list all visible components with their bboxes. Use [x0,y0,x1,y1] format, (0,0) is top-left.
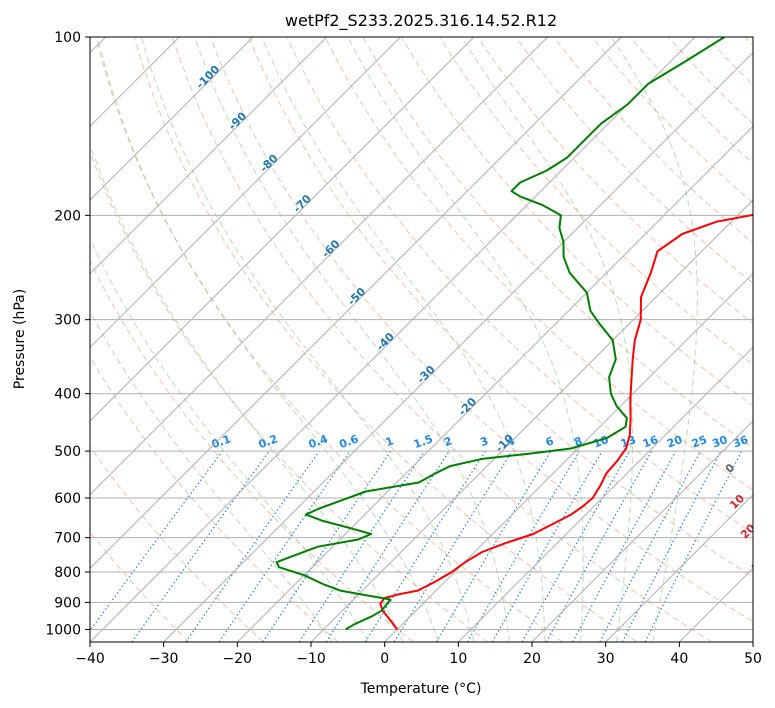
mixing-ratio-label: 0.6 [338,432,361,451]
moist-adiabat-line [347,37,584,642]
moist-adiabat-label: 30 [749,554,769,574]
mixing-ratio-line [185,450,320,642]
mixing-ratio-line [90,450,223,632]
chart-title: wetPf2_S233.2025.316.14.52.R12 [285,11,557,31]
mixing-ratio-label: 0.2 [257,432,280,451]
dry-adiabat-line [133,37,638,642]
dewpoint-profile-line [275,37,726,631]
mixing-ratio-label: 30 [710,433,729,451]
isotherm-line [90,37,401,349]
moist-adiabat-line [194,37,510,642]
mixing-ratio-label: 0.4 [307,432,330,451]
y-tick-label: 400 [54,387,81,403]
y-axis-ticks: 1000 900 800 700 600 500 400 300 200 100 [45,30,90,638]
x-tick-label: −10 [296,651,326,667]
isotherm-line [310,199,753,642]
x-tick-label: 40 [670,651,688,667]
x-tick-label: 20 [523,651,541,667]
y-tick-label: 600 [54,491,81,507]
mixing-ratio-line [262,450,392,642]
dry-adiabat-line [90,259,414,642]
x-tick-label: 10 [449,651,467,667]
isotherm-line [163,51,753,642]
x-axis-label: Temperature (°C) [360,681,482,697]
mixing-ratio-line [218,450,351,642]
y-tick-label: 500 [54,444,81,460]
x-tick-label: −40 [75,651,105,667]
y-axis-label: Pressure (hPa) [12,289,28,389]
mixing-ratio-label: 3 [478,434,490,449]
mixing-ratio-label: 8 [572,434,584,449]
y-tick-label: 900 [54,595,81,611]
isotherm-line [384,272,753,642]
isotherm-line [605,493,753,642]
x-axis-ticks: −40 −30 −20 −10 0 10 20 30 40 50 [75,642,762,667]
mixing-ratio-label: 6 [544,434,556,449]
isotherm-line [90,37,696,642]
isotherm-line [90,37,549,496]
mixing-ratio-label: 1.5 [412,432,435,451]
y-tick-label: 1000 [45,622,81,638]
moist-adiabat-line [90,236,369,642]
temperature-profile-line [379,213,753,631]
mixing-ratio-label: 25 [690,433,709,450]
mixing-ratio-line [521,450,631,642]
mixing-ratio-label: 2 [442,434,454,449]
moist-adiabat-line [90,310,333,642]
isotherm-line [90,37,622,570]
x-tick-label: −20 [223,651,253,667]
plot-frame [89,36,754,643]
moist-adiabat-line [610,37,698,642]
y-tick-label: 200 [54,208,81,224]
x-tick-label: 50 [744,651,762,667]
y-tick-label: 100 [54,30,81,46]
dry-adiabat-line [248,37,753,578]
mixing-ratio-line [644,450,743,642]
isotherm-line [90,37,475,422]
dry-adiabat-line [324,37,753,491]
profiles [275,37,753,631]
mixing-ratio-line [393,450,513,642]
dry-adiabats [90,37,753,642]
y-tick-label: 700 [54,531,81,547]
isotherm-line [90,37,254,201]
x-tick-label: 30 [597,651,615,667]
mixing-ratio-label: 1 [384,434,396,449]
y-tick-label: 300 [54,313,81,329]
mixing-ratio-line [325,450,450,642]
mixing-ratio-label: 0.1 [210,432,233,451]
mixing-ratio-line [131,450,270,642]
moist-adiabat-line [261,37,546,642]
mixing-ratio-line [572,450,677,642]
dry-adiabat-line [210,37,753,623]
moist-adiabat-line [90,142,404,642]
dry-adiabat-line [171,37,712,642]
isotherm-line [90,37,328,275]
moist-adiabats [90,37,698,642]
moist-adiabat-line [140,37,475,642]
x-tick-label: −30 [149,651,179,667]
moist-adiabat-line [461,37,634,642]
isotherms [90,37,753,642]
isotherm-line [531,420,753,642]
mixing-ratio-label: 16 [641,433,660,451]
dry-adiabat-line [515,37,753,284]
mixing-ratio-label: 20 [665,433,684,451]
isotherm-line [236,125,753,642]
dry-adiabat-line [90,356,339,642]
dry-adiabat-line [90,445,264,642]
dry-adiabat-line [286,37,753,534]
moist-adiabat-line [97,37,439,642]
isobars [90,37,753,630]
y-tick-label: 800 [54,565,81,581]
mixing-ratio-line [298,450,425,642]
isotherm-line [457,346,753,642]
x-tick-label: 0 [380,651,389,667]
mixing-ratio-line [545,450,653,642]
plot-area: 0.10.20.40.611.52346810131620253036 -100… [90,37,769,642]
